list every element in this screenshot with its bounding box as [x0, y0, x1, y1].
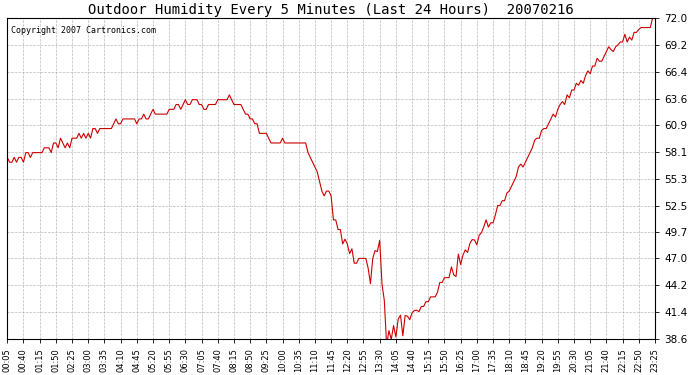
Text: Copyright 2007 Cartronics.com: Copyright 2007 Cartronics.com [10, 26, 155, 35]
Title: Outdoor Humidity Every 5 Minutes (Last 24 Hours)  20070216: Outdoor Humidity Every 5 Minutes (Last 2… [88, 3, 574, 17]
